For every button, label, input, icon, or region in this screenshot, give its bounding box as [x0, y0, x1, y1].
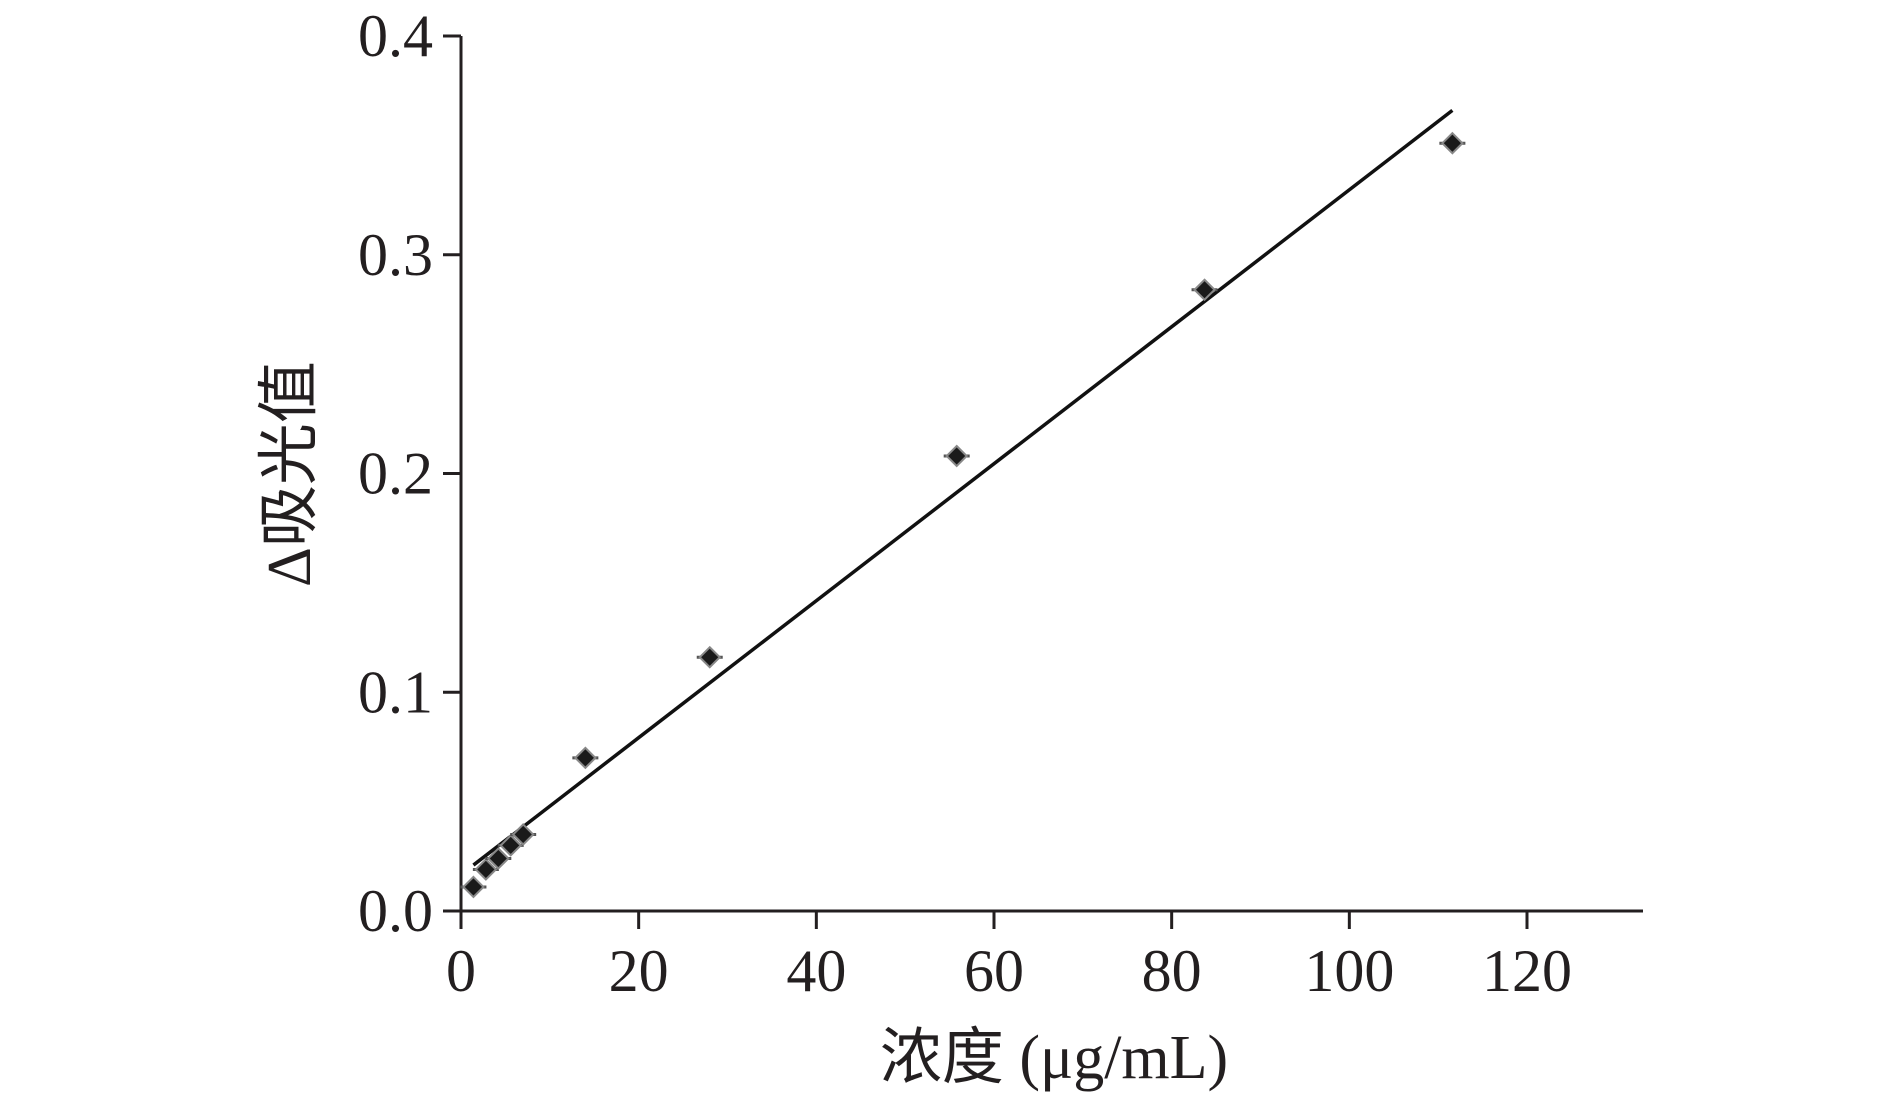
x-tick-label: 20 — [609, 938, 669, 1004]
data-point — [510, 823, 537, 846]
data-points — [460, 131, 1466, 899]
y-tick-label: 0.4 — [358, 3, 433, 69]
y-tick-label: 0.1 — [358, 659, 433, 725]
data-point — [1191, 278, 1218, 302]
y-ticks: 0.0 0.1 0.2 0.3 0.4 — [358, 3, 461, 944]
data-point — [572, 746, 599, 770]
y-axis-title: Δ吸光值 — [256, 361, 324, 587]
data-point — [1439, 131, 1466, 155]
x-tick-label: 80 — [1142, 938, 1202, 1004]
x-tick-label: 120 — [1482, 938, 1572, 1004]
x-axis-title: 浓度 (μg/mL) — [880, 1024, 1228, 1092]
y-tick-label: 0.0 — [358, 878, 433, 944]
data-point — [460, 875, 487, 899]
x-tick-label: 60 — [964, 938, 1024, 1004]
y-tick-label: 0.2 — [358, 441, 433, 507]
axes — [459, 36, 1643, 913]
y-tick-label: 0.3 — [358, 222, 433, 288]
fit-line — [472, 108, 1454, 867]
data-point — [497, 833, 524, 857]
data-point — [485, 847, 512, 870]
x-tick-label: 40 — [786, 938, 846, 1004]
x-tick-label: 0 — [446, 938, 476, 1004]
x-tick-label: 100 — [1304, 938, 1394, 1004]
data-point — [943, 444, 970, 468]
data-point — [472, 858, 499, 881]
data-point — [696, 645, 723, 669]
fit-line-group — [472, 108, 1454, 867]
x-ticks: 0 20 40 60 80 100 120 — [446, 911, 1572, 1004]
